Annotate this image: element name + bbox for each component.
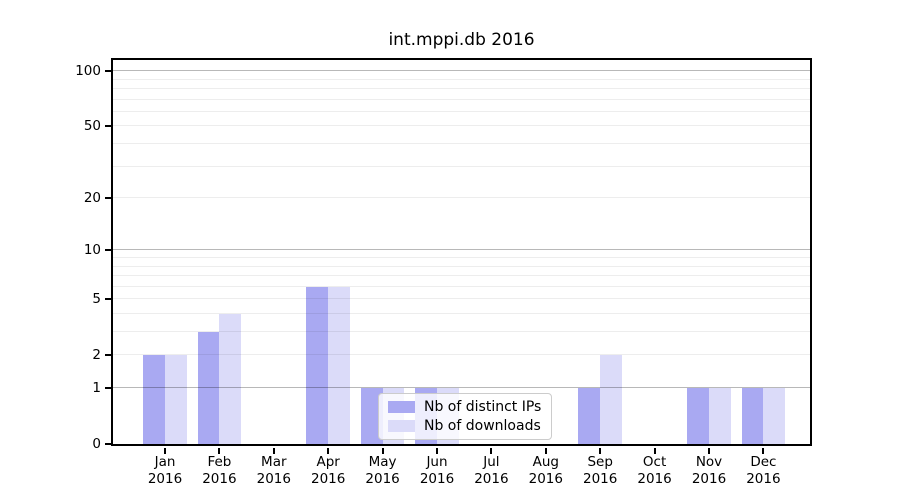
x-tick-label-jul: Jul 2016 — [474, 454, 509, 487]
y-tick-label-50: 50 — [83, 118, 101, 135]
y-tick-mark-100 — [105, 70, 111, 73]
gridline-y-20 — [113, 197, 810, 199]
y-tick-label-0: 0 — [92, 436, 101, 452]
gridline-y-1 — [113, 387, 810, 389]
gridline-y-50 — [113, 125, 810, 127]
x-tick-mark-aug — [544, 448, 547, 454]
x-tick-mark-may — [381, 448, 384, 454]
y-tick-label-100: 100 — [75, 63, 101, 80]
legend-label-downloads: Nb of downloads — [424, 418, 541, 434]
gridline-y-2 — [113, 354, 810, 356]
x-tick-mark-jul — [490, 448, 493, 454]
x-tick-mark-jan — [164, 448, 166, 454]
gridline-y-60 — [113, 110, 810, 112]
gridline-y-8 — [113, 265, 810, 267]
x-tick-mark-apr — [327, 448, 330, 454]
gridline-y-100 — [113, 70, 810, 72]
x-tick-label-mar: Mar 2016 — [256, 454, 291, 487]
x-tick-label-dec: Dec 2016 — [746, 454, 781, 487]
bar-nb-of-downloads-sep — [600, 355, 622, 444]
bar-nb-of-distinct-ips-apr — [306, 286, 329, 444]
x-tick-mark-oct — [653, 448, 656, 454]
bar-nb-of-downloads-apr — [328, 286, 350, 444]
gridline-y-10 — [113, 249, 810, 251]
y-tick-mark-2 — [105, 354, 111, 357]
gridline-y-7 — [113, 275, 810, 277]
y-tick-mark-50 — [105, 125, 111, 128]
y-tick-label-20: 20 — [83, 190, 101, 207]
gridline-y-80 — [113, 88, 810, 90]
bar-nb-of-distinct-ips-dec — [741, 388, 764, 444]
gridline-y-6 — [113, 285, 810, 287]
legend-swatch-distinct-ips-icon — [388, 401, 415, 413]
x-tick-label-nov: Nov 2016 — [691, 454, 727, 487]
x-tick-label-may: May 2016 — [365, 454, 400, 487]
y-tick-mark-5 — [105, 298, 111, 301]
x-tick-mark-nov — [708, 448, 710, 454]
y-tick-label-2: 2 — [92, 347, 101, 364]
legend-item-distinct-ips: Nb of distinct IPs — [388, 399, 541, 415]
x-tick-label-oct: Oct 2016 — [637, 454, 672, 487]
x-tick-label-apr: Apr 2016 — [311, 454, 346, 487]
x-tick-label-aug: Aug 2016 — [528, 454, 563, 487]
x-tick-label-feb: Feb 2016 — [202, 454, 237, 487]
legend: Nb of distinct IPs Nb of downloads — [378, 393, 553, 440]
x-tick-mark-jun — [436, 448, 438, 454]
gridline-y-5 — [113, 298, 810, 300]
bar-nb-of-distinct-ips-jan — [143, 355, 165, 444]
gridline-y-4 — [113, 313, 810, 314]
bar-nb-of-downloads-jan — [165, 355, 187, 444]
plot-area: int.mppi.db 2016 0 1 2 5 10 20 50 100 Jan 2016 Feb… — [75, 30, 812, 487]
y-tick-label-1: 1 — [92, 380, 101, 397]
x-tick-mark-sep — [599, 448, 602, 454]
x-tick-label-jan: Jan 2016 — [147, 454, 183, 487]
bar-nb-of-downloads-nov — [709, 388, 731, 444]
x-tick-label-sep: Sep 2016 — [583, 454, 618, 487]
bar-nb-of-distinct-ips-sep — [578, 388, 601, 444]
bar-nb-of-downloads-dec — [763, 388, 786, 444]
y-tick-mark-1 — [105, 387, 111, 390]
gridline-y-90 — [113, 78, 810, 80]
x-tick-mark-dec — [762, 448, 765, 454]
gridline-y-9 — [113, 257, 810, 258]
y-tick-label-10: 10 — [83, 242, 101, 259]
bar-nb-of-distinct-ips-nov — [687, 388, 709, 444]
chart-title: int.mppi.db 2016 — [388, 30, 535, 50]
bar-nb-of-distinct-ips-feb — [197, 332, 220, 444]
gridline-y-30 — [113, 165, 810, 167]
gridline-y-70 — [113, 98, 810, 100]
bar-nb-of-downloads-feb — [219, 314, 242, 444]
bar-nb-of-distinct-ips-may — [360, 388, 383, 444]
y-tick-label-5: 5 — [92, 291, 101, 308]
legend-label-distinct-ips: Nb of distinct IPs — [424, 399, 542, 415]
gridline-y-3 — [113, 331, 810, 333]
y-tick-mark-0 — [105, 443, 111, 445]
y-tick-mark-20 — [105, 197, 111, 200]
x-tick-label-jun: Jun 2016 — [419, 454, 455, 487]
x-tick-mark-mar — [272, 448, 275, 454]
legend-swatch-downloads-icon — [388, 420, 415, 432]
y-tick-mark-10 — [105, 249, 111, 252]
x-tick-mark-feb — [218, 448, 221, 454]
legend-item-downloads: Nb of downloads — [388, 418, 541, 434]
gridline-y-40 — [113, 143, 810, 145]
